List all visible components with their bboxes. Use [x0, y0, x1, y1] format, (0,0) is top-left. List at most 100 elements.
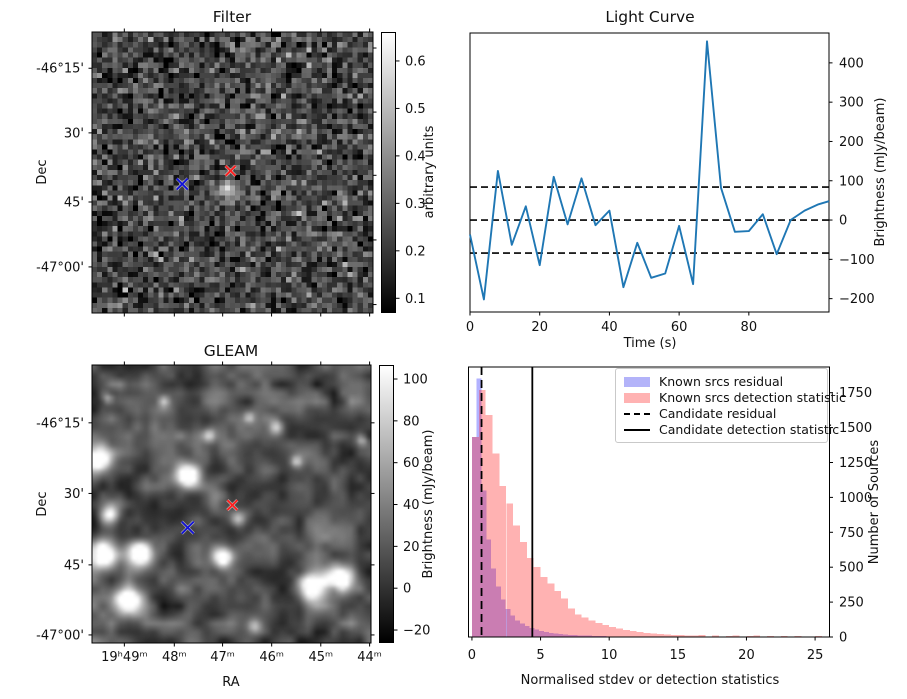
hist-bar	[471, 436, 477, 637]
tick-label: 45ᵐ	[308, 650, 333, 665]
legend-label: Known srcs detection statistic	[659, 390, 846, 405]
tick-label: 0	[839, 631, 847, 646]
hist-bar	[554, 590, 562, 637]
tick-label: 60	[671, 320, 688, 335]
tick-label: −20	[403, 624, 430, 639]
light-curve-xlabel: Time (s)	[623, 336, 677, 351]
tick-label: 750	[839, 526, 864, 541]
hist-bar	[657, 633, 665, 637]
tick-label: 44ᵐ	[357, 650, 382, 665]
tick-label: 30'	[64, 487, 84, 502]
hist-bar	[519, 541, 527, 637]
tick-label: 15	[670, 648, 687, 663]
tick-label: −100	[839, 253, 875, 268]
hist-bar	[553, 633, 559, 637]
hist-bar	[606, 636, 612, 637]
tick-label: 5	[536, 648, 544, 663]
tick-label: 48ᵐ	[162, 650, 187, 665]
tick-label: 250	[839, 596, 864, 611]
hist-bar	[486, 539, 492, 637]
legend-swatch-solid-line	[624, 428, 650, 431]
tick-label: 10	[601, 648, 618, 663]
hist-bar	[582, 635, 588, 637]
filter-ylabel: Dec	[35, 159, 50, 184]
hist-bar	[577, 635, 583, 637]
tick-label: 0.2	[405, 244, 426, 259]
hist-bar	[505, 609, 511, 637]
filter-title: Filter	[213, 8, 252, 26]
tick-label: 40	[403, 498, 420, 513]
hist-bar	[499, 486, 507, 637]
hist-bar	[684, 635, 692, 637]
tick-label: -47°00'	[36, 260, 84, 275]
tick-label: -46°15'	[36, 416, 84, 431]
hist-bar	[595, 623, 603, 637]
hist-bar	[616, 628, 623, 637]
tick-label: 0.4	[405, 149, 426, 164]
light-curve-title: Light Curve	[605, 8, 694, 26]
tick-label: 80	[741, 320, 758, 335]
hist-bar	[495, 586, 501, 637]
hist-bar	[629, 631, 637, 637]
hist-bar	[547, 583, 555, 637]
hist-bar	[529, 628, 535, 637]
tick-label: 0	[466, 320, 474, 335]
tick-label: 19ʰ49ᵐ	[101, 650, 147, 665]
tick-label: 47ᵐ	[210, 650, 235, 665]
tick-label: 20	[531, 320, 548, 335]
legend-swatch-known-detection	[624, 392, 650, 403]
hist-bar	[664, 634, 671, 637]
hist-bar	[561, 598, 569, 637]
tick-label: 46ᵐ	[259, 650, 284, 665]
tick-label: 80	[403, 414, 420, 429]
hist-bar	[558, 634, 564, 637]
gleam-sky-image	[92, 365, 371, 643]
legend-entry: Known srcs residual	[624, 374, 819, 389]
hist-bar	[732, 635, 740, 637]
axes-spine	[469, 32, 830, 313]
tick-label: 45'	[64, 196, 84, 211]
hist-bar	[650, 633, 658, 637]
hist-bar	[588, 620, 596, 637]
hist-bar	[568, 608, 575, 637]
tick-label: 40	[601, 320, 618, 335]
legend-entry: Candidate residual	[624, 406, 819, 421]
hist-bar	[712, 635, 719, 637]
hist-bar	[574, 614, 582, 637]
hist-bar	[725, 635, 733, 637]
filter-sky-image	[92, 32, 373, 313]
gleam-colorbar	[379, 365, 394, 643]
hist-bar	[572, 635, 578, 637]
hist-bar	[478, 389, 486, 637]
filter-colorbar	[381, 32, 396, 313]
hist-bar	[602, 625, 610, 637]
hist-bar	[506, 503, 514, 637]
hist-bar	[691, 635, 699, 637]
hist-bar	[601, 636, 607, 637]
tick-label: 20	[738, 648, 755, 663]
tick-label: 100	[839, 174, 864, 189]
tick-label: 20	[403, 540, 420, 555]
hist-bar	[534, 629, 540, 637]
histogram-legend: Known srcs residual Known srcs detection…	[615, 368, 846, 443]
hist-bar	[609, 627, 617, 637]
histogram-ylabel: Number of Sources	[867, 440, 882, 565]
hist-bar	[746, 635, 754, 637]
hist-bar	[476, 378, 482, 637]
tick-label: 0.6	[405, 54, 426, 69]
hist-bar	[622, 630, 630, 637]
legend-swatch-dashed-line	[624, 412, 650, 415]
tick-label: 1000	[839, 491, 872, 506]
hist-bar	[677, 635, 685, 637]
hist-bar	[481, 490, 487, 637]
hist-bar	[821, 636, 829, 637]
hist-bar	[513, 525, 520, 637]
tick-label: 1500	[839, 421, 872, 436]
hist-bar	[636, 632, 644, 637]
hist-bar	[539, 631, 544, 637]
hist-bar	[587, 635, 593, 637]
tick-label: 1250	[839, 456, 872, 471]
tick-label: 0	[403, 582, 411, 597]
hist-bar	[543, 631, 549, 637]
hist-bar	[526, 558, 534, 637]
